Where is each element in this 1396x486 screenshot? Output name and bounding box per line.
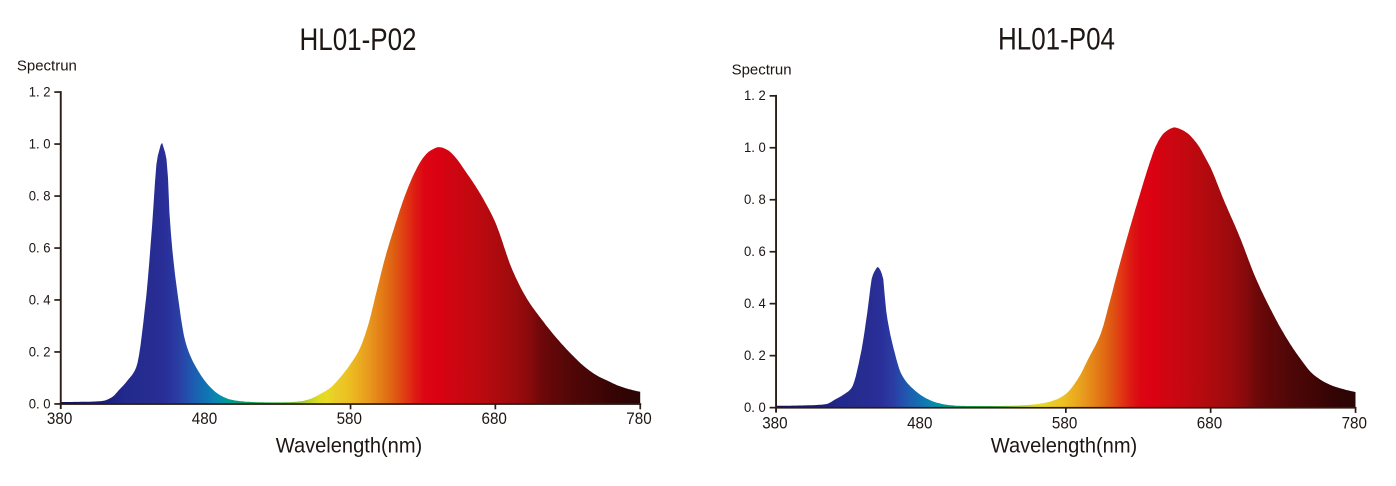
svg-text:Wavelength(nm): Wavelength(nm)	[276, 435, 423, 458]
svg-text:Spectrun: Spectrun	[17, 59, 77, 75]
svg-text:0. 0: 0. 0	[744, 400, 766, 415]
svg-text:1. 2: 1. 2	[29, 84, 51, 99]
svg-text:0. 6: 0. 6	[744, 244, 766, 259]
svg-text:1. 0: 1. 0	[744, 140, 766, 155]
svg-text:0. 6: 0. 6	[29, 240, 51, 255]
svg-text:HL01-P02: HL01-P02	[300, 21, 417, 57]
svg-text:580: 580	[1052, 414, 1077, 432]
svg-text:Wavelength(nm): Wavelength(nm)	[991, 435, 1138, 458]
svg-text:680: 680	[1197, 414, 1222, 432]
svg-text:0. 8: 0. 8	[744, 192, 766, 207]
svg-text:HL01-P04: HL01-P04	[998, 21, 1115, 57]
svg-text:1. 2: 1. 2	[744, 88, 766, 103]
svg-text:0. 8: 0. 8	[29, 188, 51, 203]
svg-text:380: 380	[47, 410, 72, 428]
svg-text:Spectrun: Spectrun	[732, 62, 792, 78]
svg-text:0. 2: 0. 2	[744, 348, 766, 363]
svg-text:380: 380	[762, 414, 787, 432]
svg-text:780: 780	[1342, 414, 1367, 432]
svg-text:480: 480	[192, 410, 217, 428]
svg-text:0. 4: 0. 4	[29, 292, 51, 307]
svg-text:580: 580	[337, 410, 362, 428]
svg-text:680: 680	[482, 410, 507, 428]
svg-text:480: 480	[907, 414, 932, 432]
svg-text:780: 780	[626, 410, 651, 428]
svg-text:1. 0: 1. 0	[29, 136, 51, 151]
svg-text:0. 2: 0. 2	[29, 344, 51, 359]
svg-text:0. 4: 0. 4	[744, 296, 766, 311]
svg-text:0. 0: 0. 0	[29, 396, 51, 411]
